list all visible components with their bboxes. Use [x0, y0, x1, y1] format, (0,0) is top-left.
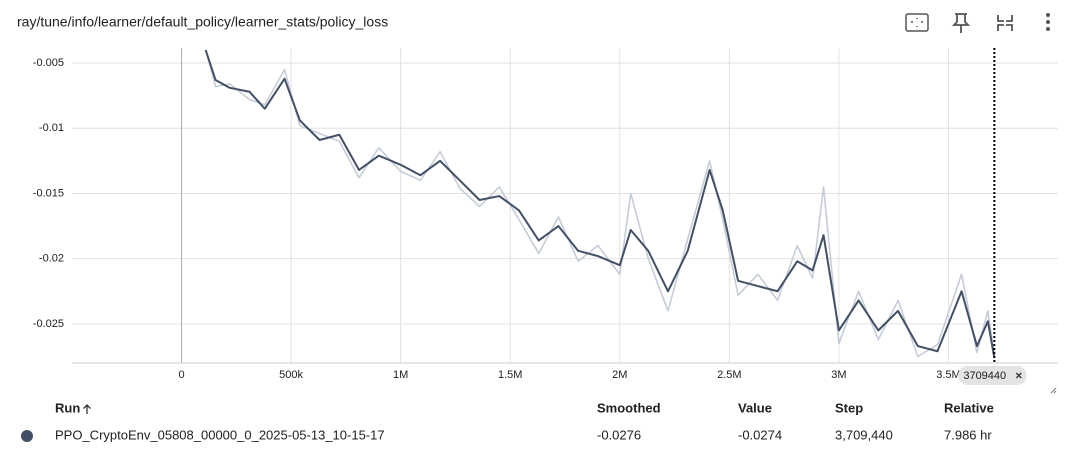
table-cell: 7.986 hr	[944, 427, 992, 442]
resize-handle[interactable]	[1050, 387, 1057, 394]
x-tick-label: 2.5M	[717, 369, 741, 381]
sort-arrow	[83, 404, 91, 414]
x-tick-label: 3.5M	[936, 369, 960, 381]
y-tick-label: -0.02	[39, 253, 64, 265]
series-line	[204, 49, 996, 358]
x-tick-label: 3M	[831, 369, 846, 381]
more-button[interactable]	[1046, 13, 1050, 31]
data-table: Run Smoothed Value Step Relative PPO_CryptoEn…	[21, 400, 994, 442]
column-header: Smoothed	[597, 400, 661, 415]
pin-button[interactable]	[951, 13, 971, 33]
hover-step-label: 3709440	[963, 370, 1006, 382]
table-cell: -0.0274	[738, 427, 782, 442]
table-cell: 3,709,440	[835, 427, 893, 442]
collapse-button[interactable]	[997, 15, 1013, 31]
hover-chip	[958, 366, 1027, 385]
column-header: Relative	[944, 400, 994, 415]
y-tick-label: -0.025	[33, 318, 64, 330]
grid: -0.025 -0.02 -0.015 -0.01 -0.005 0 500k 1M 1.5M 2…	[33, 48, 1058, 381]
hover-close	[1015, 372, 1022, 379]
y-tick-label: -0.015	[33, 187, 64, 199]
table-cell: PPO_CryptoEnv_05808_00000_0_2025-05-13_1…	[55, 427, 385, 442]
x-tick-label: 1M	[393, 369, 408, 381]
y-tick-label: -0.005	[33, 57, 64, 69]
table-cell: -0.0276	[597, 427, 641, 442]
y-tick-label: -0.01	[39, 122, 64, 134]
fit-domain-button[interactable]	[905, 13, 929, 32]
x-tick-label: 2M	[612, 369, 627, 381]
x-tick-label: 1.5M	[498, 369, 522, 381]
overlay: 3709440	[958, 48, 1027, 385]
column-header: Value	[738, 400, 772, 415]
column-header: Run	[55, 400, 80, 415]
series-line	[204, 49, 996, 358]
x-tick-label: 0	[178, 369, 184, 381]
x-tick-label: 500k	[279, 369, 303, 381]
run-color-dot	[21, 430, 33, 442]
plot-lines	[204, 49, 996, 358]
card-title: ray/tune/info/learner/default_policy/lea…	[17, 14, 388, 30]
column-header: Step	[835, 400, 863, 415]
